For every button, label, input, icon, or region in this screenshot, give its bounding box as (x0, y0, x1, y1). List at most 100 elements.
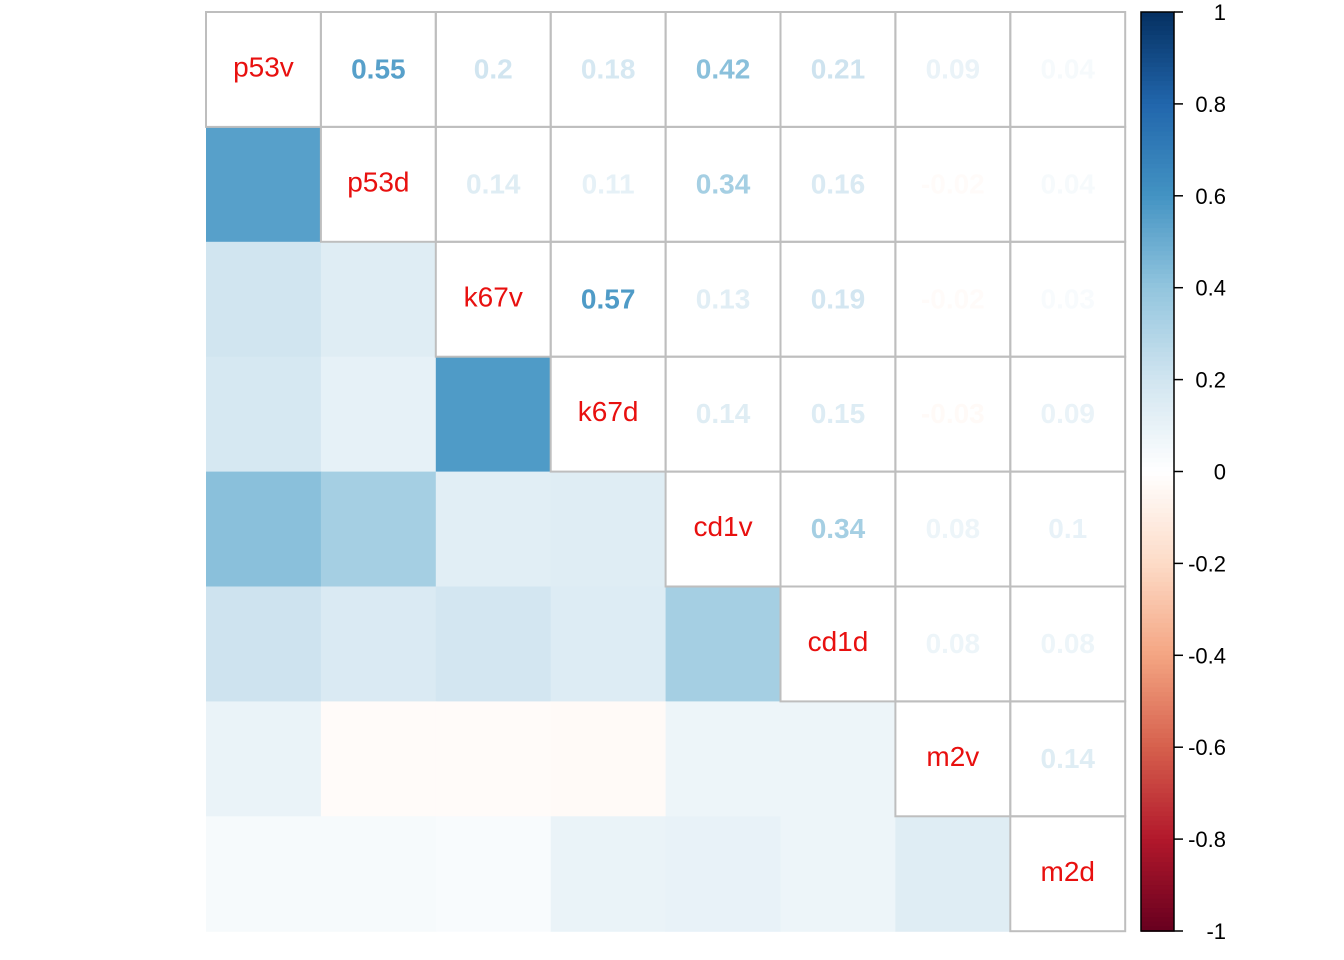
colorbar-band (1141, 802, 1174, 808)
colorbar-band (1141, 701, 1174, 707)
colorbar-band (1141, 765, 1174, 771)
colorbar-band (1141, 531, 1174, 537)
coefficient-k67d-cd1v: 0.14 (696, 398, 751, 429)
colorbar-band (1141, 715, 1174, 721)
colorbar-band (1141, 237, 1174, 243)
colorbar-tick-label: -0.8 (1188, 827, 1226, 852)
colorbar-band (1141, 370, 1174, 376)
color-square-m2v-p53d (320, 701, 437, 817)
coefficient-p53d-m2v: -0.02 (921, 168, 985, 199)
coefficient-p53d-cd1v: 0.34 (696, 168, 751, 199)
colorbar-band (1141, 443, 1174, 450)
colorbar-band (1141, 659, 1174, 666)
colorbar-band (1141, 306, 1174, 312)
colorbar-band (1141, 508, 1174, 514)
color-square-p53d-p53v (206, 126, 322, 243)
colorbar-band (1141, 655, 1174, 661)
colorbar-band (1141, 416, 1174, 422)
colorbar-band (1141, 255, 1174, 261)
coefficient-p53v-cd1v: 0.42 (696, 53, 751, 84)
colorbar-band (1141, 338, 1174, 344)
colorbar-band (1141, 411, 1174, 418)
colorbar-band (1141, 889, 1174, 896)
colorbar-band (1141, 292, 1174, 298)
colorbar-band (1141, 788, 1174, 794)
colorbar-band (1141, 554, 1174, 560)
colorbar-tick-label: 0 (1214, 460, 1226, 485)
colorbar-band (1141, 12, 1174, 18)
colorbar-band (1141, 678, 1174, 684)
colorbar-band (1141, 34, 1174, 41)
color-square-cd1d-cd1v (665, 586, 782, 702)
colorbar-band (1141, 172, 1174, 179)
coefficient-cd1v-m2d: 0.1 (1048, 513, 1087, 544)
colorbar-band (1141, 866, 1174, 873)
colorbar-band (1141, 315, 1174, 321)
color-square-m2v-p53v (206, 701, 322, 817)
colorbar-band (1141, 214, 1174, 220)
colorbar-band (1141, 264, 1174, 271)
colorbar-band (1141, 195, 1174, 202)
colorbar-band (1141, 770, 1174, 776)
colorbar-band (1141, 402, 1174, 408)
color-square-m2v-k67v (435, 701, 552, 817)
variable-label-m2v: m2v (926, 741, 979, 772)
colorbar-band (1141, 926, 1174, 932)
colorbar-band (1141, 168, 1174, 174)
colorbar-band (1141, 590, 1174, 597)
colorbar-tick-label: 0.6 (1195, 184, 1226, 209)
colorbar-band (1141, 549, 1174, 556)
colorbar-band (1141, 857, 1174, 863)
colorbar-band (1141, 76, 1174, 82)
colorbar-band (1141, 834, 1174, 840)
colorbar-band (1141, 710, 1174, 716)
colorbar-band (1141, 641, 1174, 647)
colorbar-band (1141, 108, 1174, 114)
coefficient-k67v-cd1v: 0.13 (696, 283, 751, 314)
colorbar-band (1141, 829, 1174, 836)
colorbar-band (1141, 760, 1174, 767)
color-square-m2d-p53v (206, 816, 322, 932)
colorbar-band (1141, 783, 1174, 790)
colorbar-band (1141, 439, 1174, 445)
colorbar-band (1141, 476, 1174, 482)
colorbar-band (1141, 646, 1174, 652)
colorbar-tick-label: 0.4 (1195, 276, 1226, 301)
colorbar-band (1141, 816, 1174, 822)
colorbar-band (1141, 448, 1174, 454)
colorbar-tick-label: -0.2 (1188, 551, 1226, 576)
colorbar-tick-label: 1 (1214, 0, 1226, 25)
colorbar-band (1141, 361, 1174, 367)
coefficient-p53d-k67v: 0.14 (466, 168, 521, 199)
colorbar-band (1141, 71, 1174, 78)
colorbar-band (1141, 186, 1174, 192)
colorbar-band (1141, 342, 1174, 349)
coefficient-k67v-k67d: 0.57 (581, 283, 636, 314)
colorbar-band (1141, 568, 1174, 574)
coefficient-p53v-p53d: 0.55 (351, 53, 406, 84)
variable-label-p53d: p53d (347, 166, 409, 197)
colorbar-band (1141, 738, 1174, 744)
colorbar-band (1141, 154, 1174, 160)
colorbar-band (1141, 457, 1174, 464)
coefficient-p53d-cd1d: 0.16 (811, 168, 866, 199)
colorbar-band (1141, 329, 1174, 335)
colorbar-band (1141, 434, 1174, 441)
coefficient-k67d-cd1d: 0.15 (811, 398, 866, 429)
colorbar-band (1141, 375, 1174, 381)
coefficient-cd1v-cd1d: 0.34 (811, 513, 866, 544)
coefficient-m2v-m2d: 0.14 (1041, 743, 1096, 774)
colorbar-band (1141, 604, 1174, 611)
colorbar-band (1141, 462, 1174, 468)
colorbar-band (1141, 581, 1174, 588)
colorbar-band (1141, 53, 1174, 59)
colorbar-band (1141, 894, 1174, 900)
color-square-k67d-p53d (320, 356, 437, 473)
colorbar-band (1141, 140, 1174, 147)
coefficient-k67v-cd1d: 0.19 (811, 283, 866, 314)
variable-label-p53v: p53v (233, 51, 294, 82)
colorbar-band (1141, 885, 1174, 891)
colorbar-band (1141, 420, 1174, 427)
colorbar-band (1141, 136, 1174, 142)
